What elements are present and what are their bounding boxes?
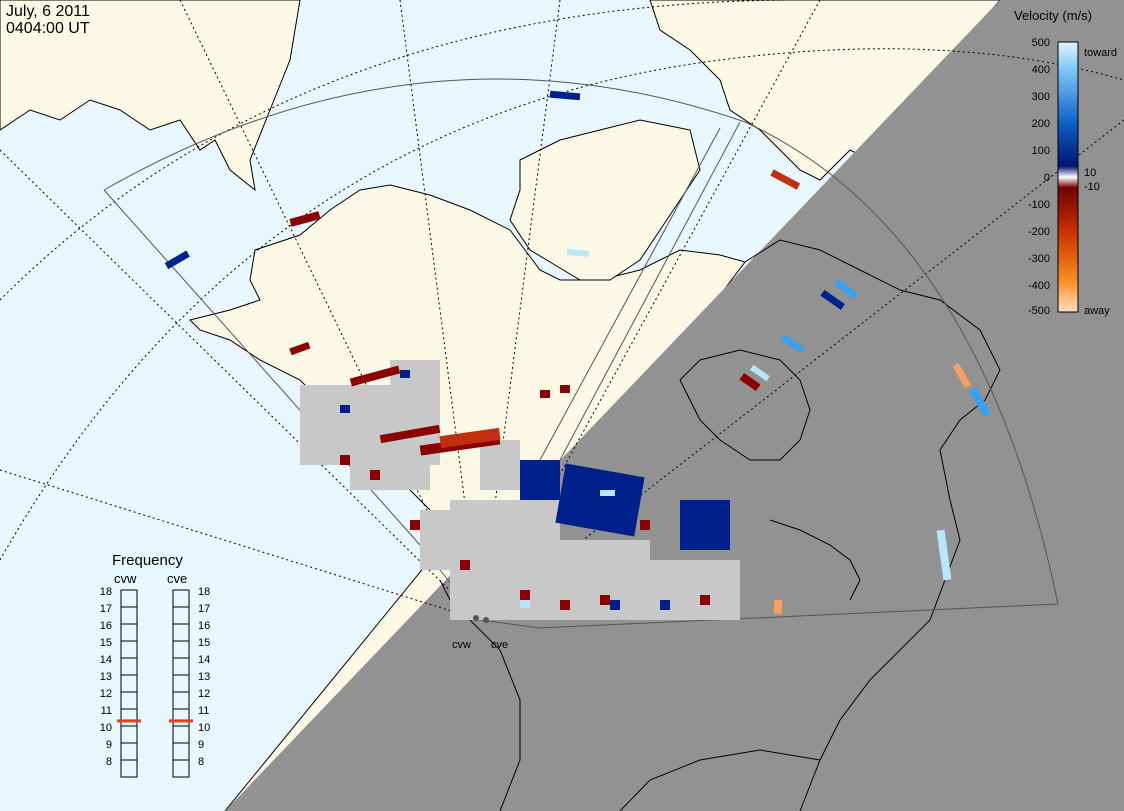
vel-tick-200: 200 <box>1032 118 1050 130</box>
frequency-tick-label: 18 <box>198 586 210 598</box>
time-label: 0404:00 UT <box>6 20 90 37</box>
frequency-tick-label: 15 <box>100 637 112 649</box>
vel-tick-m300: -300 <box>1028 253 1050 265</box>
frequency-tick-label: 17 <box>198 603 210 615</box>
frequency-tick-label: 14 <box>198 654 210 666</box>
freq-radar-cvw: cvw <box>114 571 137 586</box>
toward-label: toward <box>1084 47 1117 59</box>
vel-tick-400: 400 <box>1032 64 1050 76</box>
radar-label-cve: cve <box>491 639 508 651</box>
frequency-tick-label: 9 <box>198 739 204 751</box>
radar-site-cve <box>483 617 489 623</box>
date-label: July, 6 2011 <box>6 3 90 20</box>
frequency-tick-label: 10 <box>100 722 112 734</box>
frequency-tick-label: 11 <box>198 705 209 717</box>
vel-tick-m400: -400 <box>1028 280 1050 292</box>
land-north-america <box>189 184 746 811</box>
velocity-toward-cells <box>164 90 845 610</box>
frequency-cell <box>120 759 138 778</box>
frequency-tick-label: 18 <box>100 586 112 598</box>
frequency-title: Frequency <box>112 552 183 569</box>
land-arctic-islands <box>509 119 701 281</box>
frequency-tick-label: 16 <box>198 620 210 632</box>
frequency-tick-label: 12 <box>100 688 112 700</box>
velocity-legend-title: Velocity (m/s) <box>1014 8 1092 23</box>
vel-tick-m10: -10 <box>1084 181 1100 193</box>
vel-tick-m500: -500 <box>1028 305 1050 317</box>
vel-tick-100: 100 <box>1032 145 1050 157</box>
velocity-toward-medium <box>780 278 991 417</box>
frequency-tick-label: 13 <box>198 671 210 683</box>
frequency-cell <box>172 759 190 778</box>
vel-tick-500: 500 <box>1032 37 1050 49</box>
radar-label-cvw: cvw <box>452 639 471 651</box>
frequency-tick-label: 10 <box>198 722 210 734</box>
frequency-tick-label: 11 <box>101 705 112 717</box>
frequency-tick-label: 8 <box>106 756 112 768</box>
ground-scatter <box>300 360 740 620</box>
velocity-away-fast <box>774 363 972 614</box>
frequency-tick-label: 8 <box>198 756 204 768</box>
radar-site-cvw <box>473 615 479 621</box>
frequency-tick-label: 17 <box>100 603 112 615</box>
vel-tick-10: 10 <box>1084 167 1096 179</box>
header: July, 6 2011 0404:00 UT <box>6 3 90 37</box>
frequency-tick-label: 9 <box>106 739 112 751</box>
velocity-legend: Velocity (m/s) 500 400 300 200 100 0 -10… <box>1014 8 1117 317</box>
freq-radar-cve: cve <box>167 571 187 586</box>
frequency-panel: Frequency cvw cve 18 18 17 17 16 16 15 15 14 14 13… <box>100 552 210 778</box>
land-masses <box>0 0 1001 811</box>
vel-tick-m100: -100 <box>1028 199 1050 211</box>
frequency-tick-label: 14 <box>100 654 112 666</box>
land-siberia <box>0 0 301 192</box>
velocity-toward-fast <box>520 249 952 608</box>
vel-tick-0: 0 <box>1044 172 1050 184</box>
velocity-away-strong <box>439 169 801 449</box>
frequency-tick-label: 16 <box>100 620 112 632</box>
velocity-colorbar <box>1057 41 1079 313</box>
vel-tick-m200: -200 <box>1028 226 1050 238</box>
night-shading <box>225 0 1124 811</box>
frequency-marker-cve <box>169 719 193 723</box>
vel-tick-300: 300 <box>1032 91 1050 103</box>
radar-sites: cvw cve <box>452 615 508 651</box>
away-label: away <box>1084 305 1110 317</box>
frequency-marker-cvw <box>117 719 141 723</box>
frequency-tick-label: 12 <box>198 688 210 700</box>
frequency-tick-label: 15 <box>198 637 210 649</box>
frequency-tick-label: 13 <box>100 671 112 683</box>
